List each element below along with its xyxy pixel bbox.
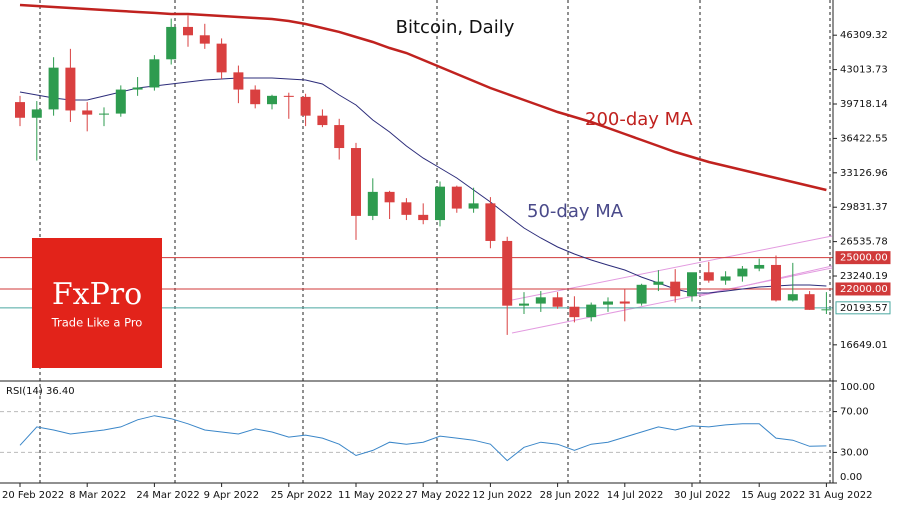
candle-body	[250, 89, 261, 105]
candle-body	[619, 301, 630, 304]
candle-body	[720, 276, 731, 281]
y-tick-label: 36422.55	[840, 133, 888, 144]
level-label: 20193.57	[840, 303, 888, 314]
candle-body	[317, 115, 328, 126]
y-tick-label: 46309.32	[840, 30, 888, 41]
candle-body	[283, 95, 294, 97]
candle-body	[754, 264, 765, 269]
y-tick-label: 39718.14	[840, 99, 888, 110]
x-tick-label: 24 Mar 2022	[136, 490, 199, 501]
candle-body	[418, 214, 429, 221]
x-tick-label: 20 Feb 2022	[2, 490, 64, 501]
x-tick-label: 11 May 2022	[338, 490, 403, 501]
candle-body	[48, 67, 59, 110]
rsi-tick-label: 30.00	[840, 447, 869, 458]
candle-body	[384, 191, 395, 203]
candle-body	[687, 272, 697, 297]
candle-body	[115, 89, 126, 114]
y-tick-label: 29831.37	[840, 202, 888, 213]
candle-body	[149, 59, 160, 88]
candle-body	[216, 43, 227, 73]
candle-body	[502, 240, 513, 306]
candle-body	[485, 203, 496, 241]
y-tick-label: 26535.78	[840, 237, 888, 248]
x-tick-label: 12 Jun 2022	[472, 490, 532, 501]
candle-body	[569, 306, 580, 318]
candle-body	[132, 87, 143, 90]
candle-body	[300, 96, 311, 116]
candle-body	[653, 281, 664, 285]
logo-name: FxPro	[52, 277, 142, 312]
candle-body	[31, 109, 42, 118]
candle-body	[603, 301, 613, 305]
level-label: 25000.00	[840, 253, 888, 264]
x-tick-label: 27 May 2022	[405, 490, 470, 501]
candle-body	[451, 186, 462, 209]
x-tick-label: 15 Aug 2022	[741, 490, 805, 501]
candle-body	[771, 264, 781, 301]
level-label: 22000.00	[840, 284, 888, 295]
x-tick-label: 14 Jul 2022	[607, 490, 664, 501]
candle-body	[636, 284, 647, 304]
candle-body	[737, 268, 748, 277]
candle-body	[586, 304, 597, 318]
candle-body	[99, 113, 109, 115]
candle-body	[65, 67, 76, 111]
candle-body	[401, 202, 412, 215]
candle-body	[468, 203, 479, 209]
candle-body	[552, 297, 563, 307]
rsi-line	[19, 415, 827, 462]
rsi-label: RSI(14) 36.40	[6, 386, 75, 397]
candle-body	[233, 72, 244, 90]
series-label: 200-day MA	[585, 109, 693, 130]
candle-body	[804, 294, 815, 310]
candle-body	[519, 303, 529, 306]
logo-box	[32, 238, 162, 368]
candle-body	[703, 272, 714, 281]
level-box	[835, 251, 891, 265]
candle-body	[334, 125, 345, 149]
candle-body	[787, 294, 798, 301]
y-tick-label: 23240.19	[840, 271, 888, 282]
candle-body	[367, 191, 378, 216]
chart-title: Bitcoin, Daily	[396, 17, 515, 38]
x-tick-label: 30 Jul 2022	[674, 490, 731, 501]
x-tick-label: 31 Aug 2022	[808, 490, 872, 501]
x-tick-label: 25 Apr 2022	[271, 490, 333, 501]
candle-body	[82, 110, 93, 115]
plot: 16649.01 23240.19 26535.78 29831.37 33126.96…	[0, 3, 891, 501]
candle-body	[670, 281, 681, 297]
candle-body	[267, 95, 277, 105]
logo-tagline: Trade Like a Pro	[51, 316, 143, 330]
y-tick-label: 33126.96	[840, 168, 888, 179]
candle-body	[15, 102, 25, 118]
candle-body	[183, 26, 193, 36]
x-tick-label: 28 Jun 2022	[540, 490, 600, 501]
y-tick-label: 16649.01	[840, 340, 888, 351]
rsi-tick-label: 70.00	[840, 407, 869, 418]
level-box	[835, 282, 891, 296]
rsi-tick-label: 100.00	[840, 382, 875, 393]
candle-body	[821, 309, 832, 311]
candle-body	[199, 35, 210, 44]
x-tick-label: 9 Apr 2022	[204, 490, 259, 501]
ma-line	[19, 3, 827, 192]
series-label: 50-day MA	[527, 201, 624, 222]
candle-body	[435, 186, 445, 221]
y-tick-label: 43013.73	[840, 65, 888, 76]
channel-line	[699, 265, 833, 297]
level-box	[835, 301, 891, 315]
candle-body	[535, 297, 546, 304]
candle-body	[166, 26, 177, 60]
x-tick-label: 8 Mar 2022	[69, 490, 126, 501]
candle-body	[351, 148, 361, 216]
rsi-tick-label: 0.00	[840, 472, 862, 483]
